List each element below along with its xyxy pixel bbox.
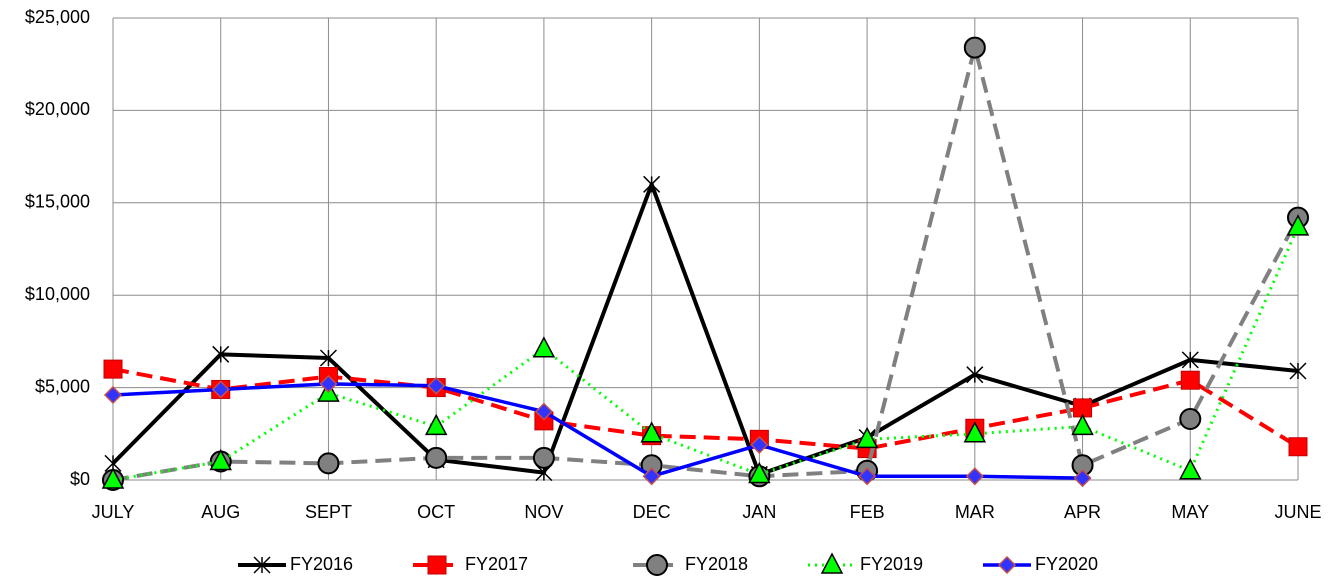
marker xyxy=(209,448,232,471)
marker xyxy=(427,555,447,575)
marker xyxy=(966,366,984,384)
marker xyxy=(1179,458,1202,480)
marker xyxy=(748,461,771,484)
marker xyxy=(101,467,125,489)
data-line xyxy=(111,182,1299,477)
y-tick-label: $25,000 xyxy=(25,7,90,27)
data-line xyxy=(112,226,1300,482)
marker xyxy=(642,467,661,486)
series xyxy=(103,359,1308,459)
x-tick-label: JULY xyxy=(92,502,135,522)
marker xyxy=(427,376,446,395)
marker xyxy=(963,421,987,443)
marker xyxy=(965,467,984,486)
data-line xyxy=(112,367,1300,451)
marker xyxy=(425,446,448,469)
marker xyxy=(211,380,230,399)
marker xyxy=(646,554,668,576)
x-tick-label: SEPT xyxy=(305,502,352,522)
marker xyxy=(858,467,877,486)
marker xyxy=(963,36,986,59)
legend-label: FY2019 xyxy=(860,554,923,574)
marker xyxy=(1179,408,1202,431)
marker xyxy=(1288,437,1308,457)
marker xyxy=(212,345,230,363)
marker xyxy=(319,374,338,393)
marker xyxy=(1289,362,1307,380)
marker xyxy=(532,446,555,469)
x-tick-label: OCT xyxy=(417,502,455,522)
y-tick-label: $5,000 xyxy=(35,376,90,396)
data-line xyxy=(112,45,1300,482)
marker xyxy=(997,555,1017,575)
marker xyxy=(1071,413,1094,436)
x-tick-label: DEC xyxy=(633,502,671,522)
legend-label: FY2017 xyxy=(465,554,528,574)
series xyxy=(101,214,1310,489)
y-tick-label: $0 xyxy=(70,469,90,489)
x-tick-label: APR xyxy=(1064,502,1101,522)
marker xyxy=(424,413,448,436)
series xyxy=(103,374,1092,488)
x-tick-label: AUG xyxy=(201,502,240,522)
marker xyxy=(640,421,663,443)
marker xyxy=(253,556,271,574)
marker xyxy=(103,385,123,405)
data-line xyxy=(112,382,1083,480)
x-tick-label: MAR xyxy=(955,502,995,522)
marker xyxy=(750,435,769,454)
marker xyxy=(855,426,879,449)
marker xyxy=(820,552,844,574)
x-tick-label: JAN xyxy=(742,502,776,522)
marker xyxy=(1180,370,1200,390)
legend-label: FY2020 xyxy=(1035,554,1098,574)
x-tick-label: JUNE xyxy=(1274,502,1321,522)
x-tick-label: NOV xyxy=(524,502,563,522)
legend-label: FY2018 xyxy=(685,554,748,574)
marker xyxy=(319,349,337,367)
marker xyxy=(317,452,340,475)
marker xyxy=(643,175,661,193)
marker xyxy=(103,359,123,379)
marker xyxy=(1073,469,1092,488)
y-tick-label: $10,000 xyxy=(25,284,90,304)
legend-label: FY2016 xyxy=(290,554,353,574)
y-tick-label: $15,000 xyxy=(25,192,90,212)
marker xyxy=(534,402,553,421)
marker xyxy=(532,336,556,358)
x-tick-label: MAY xyxy=(1171,502,1209,522)
y-tick-label: $20,000 xyxy=(25,99,90,119)
marker xyxy=(1286,214,1310,236)
x-tick-label: FEB xyxy=(850,502,885,522)
marker xyxy=(1181,351,1199,369)
